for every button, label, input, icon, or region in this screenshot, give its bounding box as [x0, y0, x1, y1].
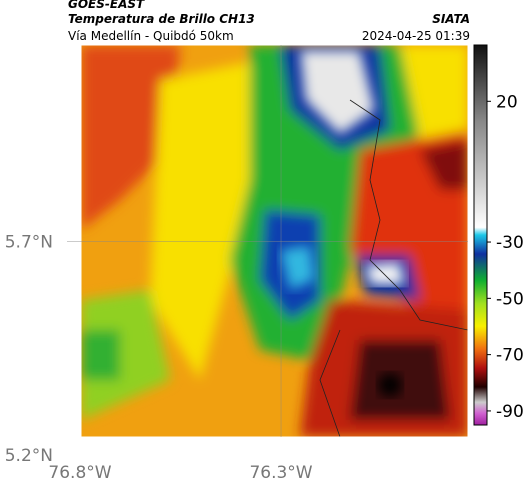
colorbar-tick-label: -30 — [496, 233, 524, 253]
source: SIATA — [432, 12, 470, 26]
x-tick-label: 76.3°W — [249, 463, 312, 483]
colorbar-tick-label: -70 — [496, 346, 524, 366]
y-tick-label: 5.7°N — [5, 232, 53, 252]
satellite-image — [80, 44, 469, 438]
colorbar-tick-label: -50 — [496, 289, 524, 309]
x-tick-label: 76.8°W — [48, 463, 111, 483]
colorbar-tick-label: -90 — [496, 402, 524, 422]
satellite: GOES-EAST — [68, 0, 145, 11]
colorbar-tick-label: 20 — [496, 92, 518, 112]
subtitle: Vía Medellín - Quibdó 50km — [68, 29, 234, 43]
title: Temperatura de Brillo CH13 — [68, 12, 255, 26]
colorbar — [473, 44, 488, 426]
datetime: 2024-04-25 01:39 — [362, 29, 470, 43]
y-tick-label: 5.2°N — [5, 446, 53, 466]
